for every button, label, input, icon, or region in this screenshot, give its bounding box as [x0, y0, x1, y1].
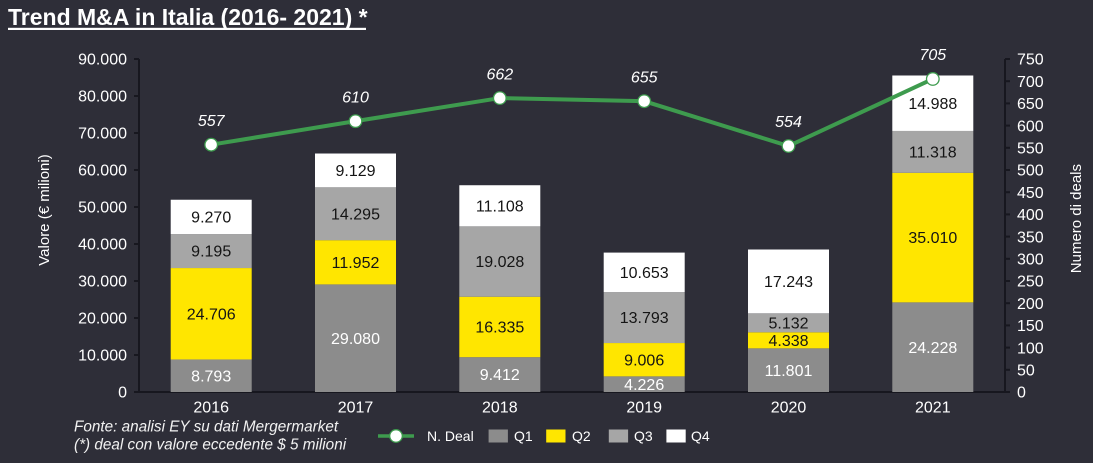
svg-text:11.318: 11.318 [909, 145, 957, 162]
svg-text:9.270: 9.270 [191, 210, 231, 227]
svg-text:500: 500 [1017, 163, 1044, 180]
svg-text:400: 400 [1017, 207, 1044, 224]
svg-text:19.028: 19.028 [475, 254, 524, 271]
svg-text:705: 705 [919, 47, 946, 64]
svg-text:11.801: 11.801 [765, 363, 813, 380]
svg-text:24.228: 24.228 [908, 340, 957, 357]
svg-text:0: 0 [1017, 385, 1026, 402]
svg-text:610: 610 [342, 89, 369, 106]
svg-text:80.000: 80.000 [78, 89, 127, 106]
svg-text:700: 700 [1017, 74, 1044, 91]
svg-text:20.000: 20.000 [78, 311, 127, 328]
svg-text:Valore (€ milioni): Valore (€ milioni) [36, 154, 53, 265]
svg-text:662: 662 [486, 66, 513, 83]
svg-text:40.000: 40.000 [78, 237, 127, 254]
svg-text:554: 554 [775, 114, 802, 131]
svg-text:17.243: 17.243 [764, 274, 813, 291]
svg-text:60.000: 60.000 [78, 163, 127, 180]
svg-text:50.000: 50.000 [78, 200, 127, 217]
svg-text:100: 100 [1017, 340, 1044, 357]
svg-text:4.338: 4.338 [768, 333, 808, 350]
svg-text:Q3: Q3 [634, 428, 653, 444]
svg-text:Q1: Q1 [514, 428, 533, 444]
svg-text:14.295: 14.295 [331, 206, 380, 223]
svg-text:50: 50 [1017, 363, 1035, 380]
svg-text:14.988: 14.988 [908, 96, 957, 113]
svg-text:557: 557 [198, 113, 226, 130]
svg-text:2018: 2018 [482, 400, 518, 417]
svg-text:24.706: 24.706 [187, 306, 236, 323]
svg-text:5.132: 5.132 [768, 315, 808, 332]
svg-text:90.000: 90.000 [78, 52, 127, 69]
svg-text:300: 300 [1017, 252, 1044, 269]
svg-text:350: 350 [1017, 229, 1044, 246]
svg-text:600: 600 [1017, 118, 1044, 135]
svg-text:750: 750 [1017, 52, 1044, 69]
svg-text:2017: 2017 [338, 400, 374, 417]
svg-text:9.412: 9.412 [480, 367, 520, 384]
svg-text:Fonte: analisi EY su dati Merg: Fonte: analisi EY su dati Mergermarket [74, 419, 339, 436]
svg-text:550: 550 [1017, 141, 1044, 158]
svg-text:200: 200 [1017, 296, 1044, 313]
svg-text:70.000: 70.000 [78, 126, 127, 143]
svg-text:N. Deal: N. Deal [427, 428, 474, 444]
svg-text:Trend M&A in Italia (2016- 202: Trend M&A in Italia (2016- 2021) * [8, 4, 368, 30]
svg-text:10.000: 10.000 [78, 348, 127, 365]
svg-text:Q4: Q4 [691, 428, 710, 444]
svg-text:35.010: 35.010 [908, 230, 957, 247]
svg-text:450: 450 [1017, 185, 1044, 202]
svg-text:0: 0 [118, 385, 127, 402]
svg-text:250: 250 [1017, 274, 1044, 291]
svg-text:Numero di deals: Numero di deals [1068, 164, 1085, 273]
svg-text:9.006: 9.006 [624, 352, 664, 369]
svg-text:11.108: 11.108 [476, 198, 524, 215]
svg-text:2020: 2020 [771, 400, 807, 417]
svg-text:9.129: 9.129 [335, 163, 375, 180]
svg-text:2016: 2016 [193, 400, 229, 417]
svg-text:2021: 2021 [915, 400, 951, 417]
svg-text:655: 655 [631, 69, 658, 86]
svg-text:16.335: 16.335 [475, 320, 524, 337]
svg-text:8.793: 8.793 [191, 368, 231, 385]
svg-text:13.793: 13.793 [620, 310, 669, 327]
svg-text:9.195: 9.195 [191, 244, 231, 261]
svg-text:29.080: 29.080 [331, 331, 380, 348]
svg-text:11.952: 11.952 [332, 255, 380, 272]
svg-text:4.226: 4.226 [624, 377, 664, 394]
svg-text:(*) deal con valore eccedente: (*) deal con valore eccedente $ 5 milion… [74, 437, 347, 454]
svg-text:10.653: 10.653 [620, 265, 669, 282]
svg-text:2019: 2019 [626, 400, 662, 417]
svg-text:650: 650 [1017, 96, 1044, 113]
svg-text:150: 150 [1017, 318, 1044, 335]
svg-text:30.000: 30.000 [78, 274, 127, 291]
svg-text:Q2: Q2 [572, 428, 591, 444]
